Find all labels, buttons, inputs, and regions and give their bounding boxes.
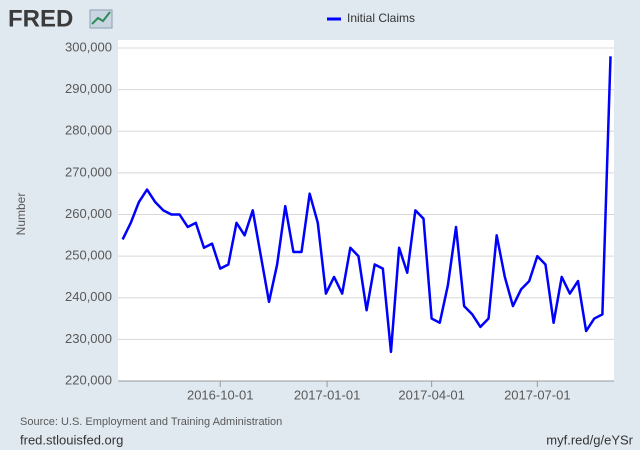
y-tick-label: 290,000: [65, 81, 112, 96]
footer-left: fred.stlouisfed.org: [20, 432, 123, 447]
y-tick-label: 220,000: [65, 372, 112, 387]
y-tick-label: 280,000: [65, 123, 112, 138]
y-tick-label: 270,000: [65, 164, 112, 179]
x-tick-label: 2017-04-01: [398, 387, 465, 402]
data-line: [121, 56, 612, 354]
y-tick-label: 300,000: [65, 39, 112, 54]
y-axis-label: Number: [14, 193, 28, 236]
y-tick-label: 260,000: [65, 206, 112, 221]
logo-icon: [89, 9, 113, 29]
x-tick-label: 2016-10-01: [187, 387, 254, 402]
x-tick-label: 2017-01-01: [294, 387, 361, 402]
footer-right: myf.red/g/eYSr: [546, 432, 633, 447]
y-tick-label: 230,000: [65, 331, 112, 346]
x-tick-label: 2017-07-01: [504, 387, 571, 402]
source: Source: U.S. Employment and Training Adm…: [20, 416, 282, 428]
legend-label: Initial Claims: [347, 11, 415, 25]
y-tick-label: 240,000: [65, 289, 112, 304]
y-tick-label: 250,000: [65, 248, 112, 263]
logo: FRED: [8, 5, 73, 32]
plot-area: [118, 40, 614, 381]
